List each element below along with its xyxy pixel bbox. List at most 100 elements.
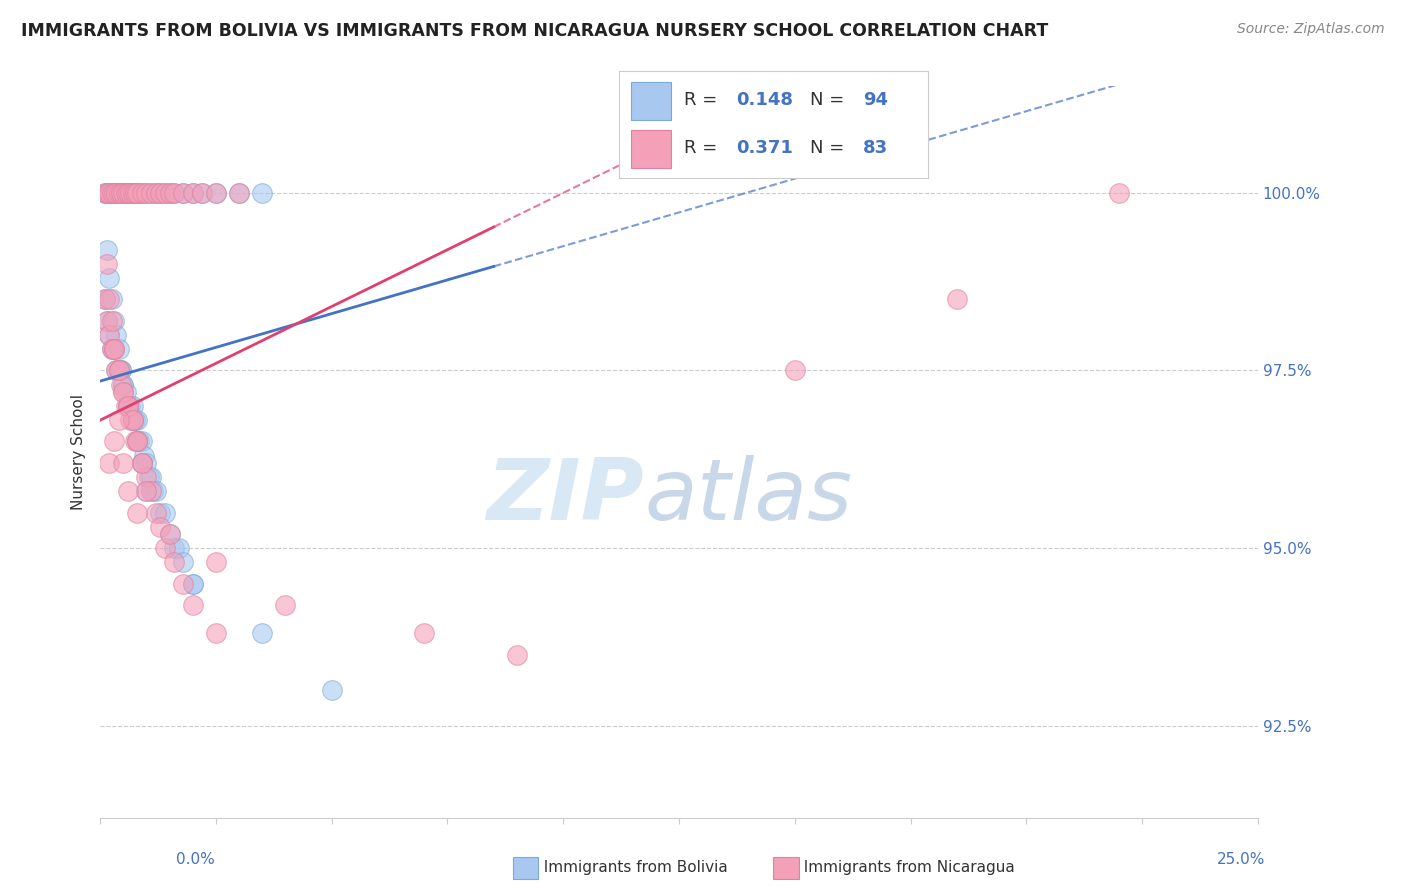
Point (112, 186, 135, 200)
Point (112, 377, 135, 392)
Point (163, 541, 186, 555)
Point (100, 342, 122, 356)
Point (159, 526, 181, 541)
Text: 25.0%: 25.0% (1218, 852, 1265, 867)
Point (205, 626, 228, 640)
Point (173, 555, 195, 569)
Y-axis label: Nursery School: Nursery School (72, 394, 86, 510)
Point (96, 314, 118, 328)
Point (181, 186, 204, 200)
Point (96, 186, 118, 200)
Point (163, 186, 186, 200)
Point (149, 519, 172, 533)
Point (96, 257, 118, 271)
Point (149, 506, 172, 520)
Point (107, 186, 129, 200)
Point (105, 363, 128, 377)
Point (159, 186, 181, 200)
Point (134, 449, 156, 463)
Point (121, 186, 143, 200)
Text: Source: ZipAtlas.com: Source: ZipAtlas.com (1237, 22, 1385, 37)
Point (131, 456, 153, 470)
Point (946, 293, 969, 307)
Point (131, 186, 153, 200)
Point (135, 484, 157, 499)
Point (105, 363, 128, 377)
Point (103, 186, 125, 200)
Point (103, 342, 125, 356)
Point (135, 456, 157, 470)
Point (127, 434, 149, 449)
Point (163, 555, 186, 569)
Point (117, 484, 139, 499)
Text: IMMIGRANTS FROM BOLIVIA VS IMMIGRANTS FROM NICARAGUA NURSERY SCHOOL CORRELATION : IMMIGRANTS FROM BOLIVIA VS IMMIGRANTS FR… (21, 22, 1049, 40)
Point (98, 186, 121, 200)
Point (153, 186, 176, 200)
Point (105, 186, 128, 200)
Point (124, 413, 146, 427)
Point (142, 484, 165, 499)
Point (181, 186, 204, 200)
Point (153, 186, 176, 200)
Point (153, 506, 176, 520)
Point (107, 342, 129, 356)
Point (96, 243, 118, 257)
Point (205, 186, 228, 200)
Point (127, 434, 149, 449)
Point (145, 186, 167, 200)
Text: 94: 94 (863, 91, 889, 109)
Point (250, 626, 273, 640)
Point (139, 484, 162, 499)
Point (128, 186, 150, 200)
Point (127, 434, 149, 449)
Point (135, 186, 157, 200)
Point (107, 363, 129, 377)
Point (124, 186, 146, 200)
Point (96, 186, 118, 200)
Point (131, 186, 153, 200)
Text: Immigrants from Nicaragua: Immigrants from Nicaragua (794, 860, 1015, 874)
Point (145, 506, 167, 520)
Point (139, 186, 162, 200)
Point (112, 186, 135, 200)
Point (114, 399, 136, 413)
Point (100, 186, 122, 200)
Point (205, 555, 228, 569)
Point (145, 484, 167, 499)
Point (103, 186, 125, 200)
Point (98, 293, 121, 307)
Point (1108, 186, 1130, 200)
Point (167, 541, 190, 555)
Point (94, 293, 117, 307)
Point (131, 434, 153, 449)
Point (103, 342, 125, 356)
Point (135, 186, 157, 200)
Point (128, 434, 150, 449)
Point (98, 328, 121, 343)
Point (127, 186, 149, 200)
Point (120, 186, 142, 200)
Point (139, 186, 162, 200)
Point (100, 293, 122, 307)
Point (112, 377, 135, 392)
Point (181, 576, 204, 591)
Point (117, 399, 139, 413)
Point (506, 648, 529, 662)
Point (149, 186, 172, 200)
Point (120, 399, 142, 413)
Point (117, 186, 139, 200)
Point (321, 683, 343, 698)
Point (228, 186, 250, 200)
Point (114, 384, 136, 399)
Text: ZIP: ZIP (486, 455, 644, 538)
Point (159, 186, 181, 200)
Point (783, 363, 806, 377)
Point (127, 413, 149, 427)
Point (117, 399, 139, 413)
Point (181, 598, 204, 612)
Point (124, 186, 146, 200)
Point (228, 186, 250, 200)
Text: Immigrants from Bolivia: Immigrants from Bolivia (534, 860, 728, 874)
FancyBboxPatch shape (631, 82, 671, 120)
Point (120, 186, 142, 200)
